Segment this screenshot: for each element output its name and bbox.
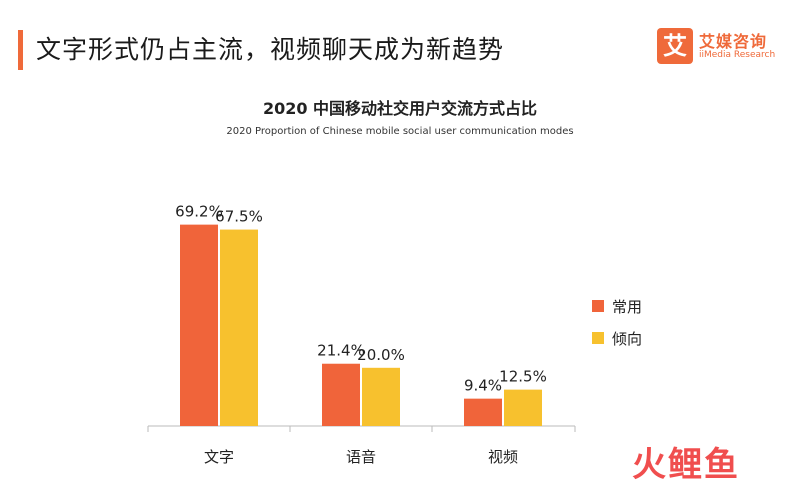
- data-label-used-0: 69.2%: [175, 203, 223, 221]
- legend-swatch-used: [592, 300, 604, 312]
- x-tick-label-2: 视频: [488, 448, 518, 466]
- legend-label-inclined: 倾向: [612, 329, 643, 348]
- bar-inclined-2: [504, 389, 542, 426]
- page-title: 文字形式仍占主流，视频聊天成为新趋势: [36, 35, 505, 64]
- header-accent-bar: [18, 30, 23, 70]
- logo-mark: 艾: [657, 28, 693, 64]
- bar-inclined-0: [220, 229, 258, 426]
- legend: 常用 倾向: [592, 290, 642, 354]
- legend-item-inclined: 倾向: [592, 322, 642, 354]
- legend-label-used: 常用: [612, 297, 643, 316]
- data-label-used-1: 21.4%: [317, 342, 365, 360]
- legend-swatch-inclined: [592, 332, 604, 344]
- legend-item-used: 常用: [592, 290, 642, 322]
- data-label-inclined-2: 12.5%: [499, 368, 547, 386]
- logo: 艾 艾媒咨询 iiMedia Research: [657, 26, 792, 72]
- x-tick-label-0: 文字: [204, 448, 234, 466]
- bar-used-0: [180, 224, 218, 426]
- bar-inclined-1: [362, 367, 400, 426]
- watermark: 火鲤鱼: [632, 445, 740, 485]
- chart-subtitle: 2020 Proportion of Chinese mobile social…: [226, 126, 574, 137]
- data-label-used-2: 9.4%: [464, 377, 502, 395]
- bar-used-1: [322, 363, 360, 426]
- bar-used-2: [464, 398, 502, 426]
- x-tick-label-1: 语音: [346, 448, 376, 466]
- logo-name-en: iiMedia Research: [699, 50, 776, 60]
- logo-name-cn: 艾媒咨询: [699, 32, 768, 51]
- chart-title: 2020 中国移动社交用户交流方式占比: [262, 99, 538, 118]
- data-label-inclined-0: 67.5%: [215, 208, 263, 226]
- data-label-inclined-1: 20.0%: [357, 346, 405, 364]
